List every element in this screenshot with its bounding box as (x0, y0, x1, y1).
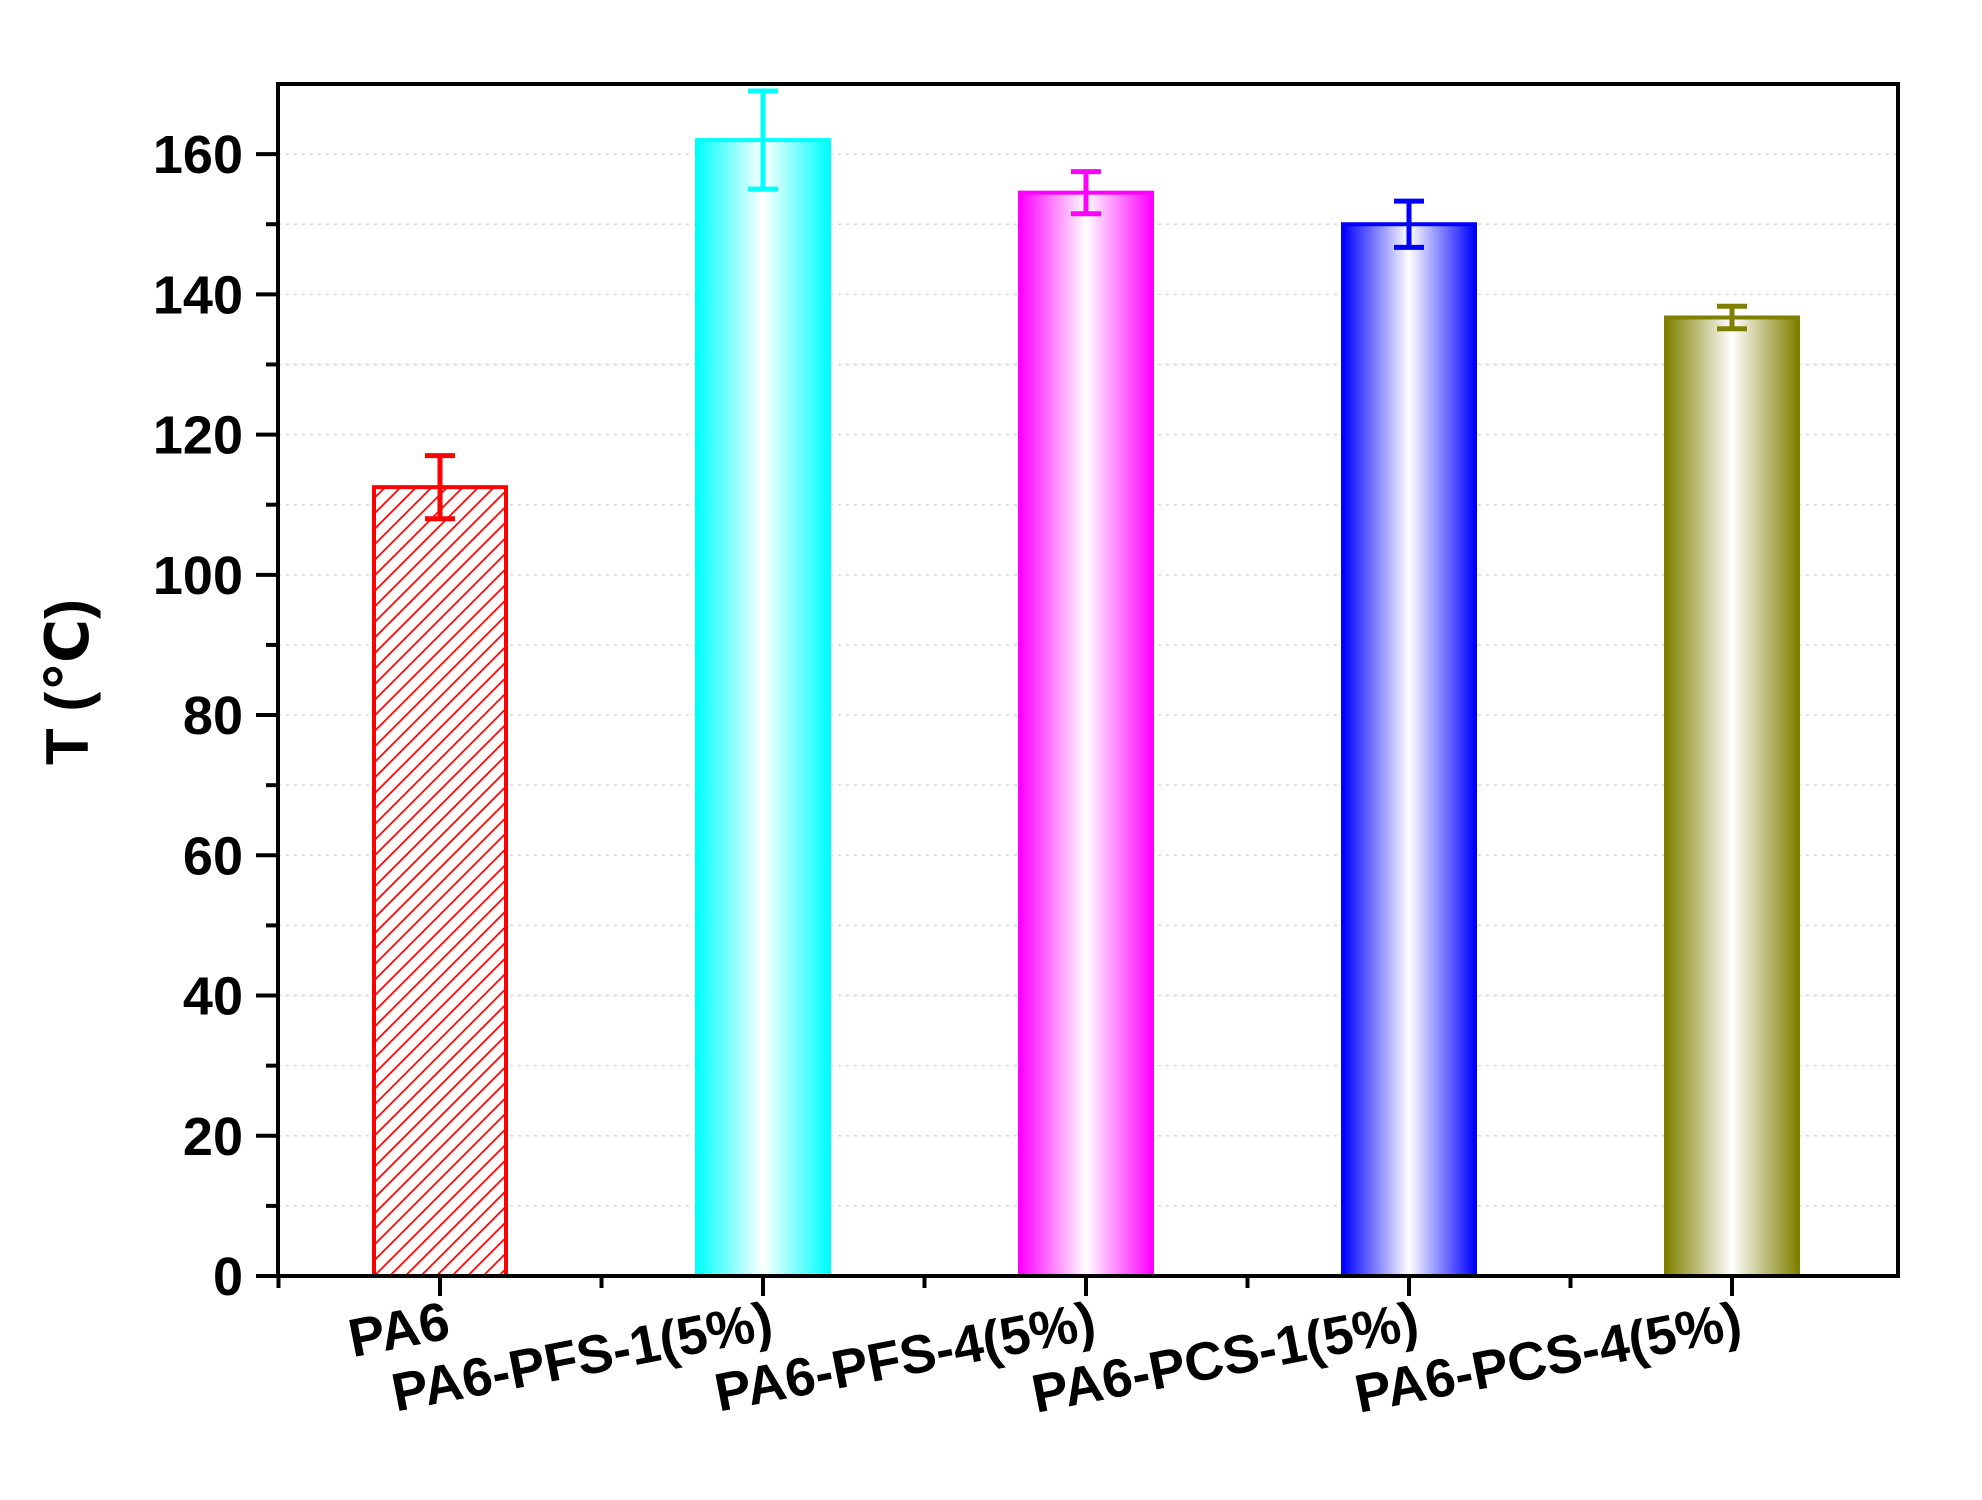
y-tick-label: 60 (183, 826, 243, 886)
y-tick-label: 0 (213, 1247, 243, 1307)
x-axis: PA6PA6-PFS-1(5%)PA6-PFS-4(5%)PA6-PCS-1(5… (276, 1276, 1746, 1425)
y-axis-title: T (℃) (34, 599, 101, 765)
y-tick-label: 80 (183, 686, 243, 746)
error-bar-4 (1717, 303, 1747, 332)
error-bar-0 (425, 453, 455, 522)
bar-2 (1018, 190, 1154, 1278)
error-bar-3 (1394, 198, 1424, 250)
bar-0 (372, 485, 508, 1279)
bar-4 (1664, 315, 1800, 1278)
bars (372, 138, 1800, 1279)
y-axis: 0 20 40 60 80 100 120 140 160 (153, 125, 278, 1307)
bar-1 (695, 138, 831, 1278)
y-tick-label: 140 (153, 265, 243, 325)
error-bars (425, 88, 1747, 522)
y-tick-label: 40 (183, 967, 243, 1027)
y-tick-label: 20 (183, 1107, 243, 1167)
y-tick-label: 100 (153, 546, 243, 606)
y-tick-label: 160 (153, 125, 243, 185)
error-bar-2 (1071, 169, 1101, 217)
error-bar-1 (748, 88, 778, 192)
bar-3 (1341, 222, 1477, 1278)
y-tick-label: 120 (153, 406, 243, 466)
